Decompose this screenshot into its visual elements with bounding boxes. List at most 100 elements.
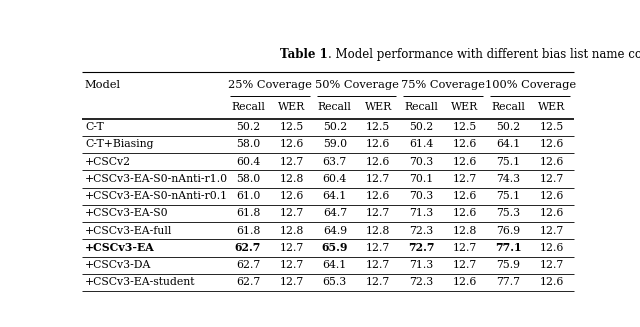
Text: +CSCv3-EA-S0: +CSCv3-EA-S0 bbox=[85, 208, 168, 218]
Text: 70.1: 70.1 bbox=[410, 174, 434, 184]
Text: 12.7: 12.7 bbox=[279, 157, 303, 167]
Text: 12.6: 12.6 bbox=[453, 157, 477, 167]
Text: 12.6: 12.6 bbox=[366, 139, 390, 149]
Text: Recall: Recall bbox=[492, 102, 525, 112]
Text: 12.7: 12.7 bbox=[540, 260, 564, 270]
Text: 12.6: 12.6 bbox=[540, 243, 564, 253]
Text: 12.7: 12.7 bbox=[453, 243, 477, 253]
Text: 12.8: 12.8 bbox=[279, 174, 303, 184]
Text: 12.7: 12.7 bbox=[279, 260, 303, 270]
Text: WER: WER bbox=[365, 102, 392, 112]
Text: 100% Coverage: 100% Coverage bbox=[484, 79, 576, 90]
Text: +CSCv3-EA-student: +CSCv3-EA-student bbox=[85, 277, 195, 287]
Text: 12.5: 12.5 bbox=[453, 122, 477, 132]
Text: 64.1: 64.1 bbox=[323, 260, 347, 270]
Text: 12.6: 12.6 bbox=[453, 191, 477, 201]
Text: 12.5: 12.5 bbox=[366, 122, 390, 132]
Text: 12.7: 12.7 bbox=[366, 243, 390, 253]
Text: Table 1: Table 1 bbox=[280, 48, 328, 61]
Text: WER: WER bbox=[451, 102, 479, 112]
Text: 12.6: 12.6 bbox=[453, 139, 477, 149]
Text: 12.7: 12.7 bbox=[540, 174, 564, 184]
Text: 12.6: 12.6 bbox=[279, 139, 303, 149]
Text: 12.7: 12.7 bbox=[279, 208, 303, 218]
Text: +CSCv3-EA: +CSCv3-EA bbox=[85, 242, 155, 253]
Text: Recall: Recall bbox=[404, 102, 438, 112]
Text: +CSCv3-EA-full: +CSCv3-EA-full bbox=[85, 226, 172, 236]
Text: 12.7: 12.7 bbox=[453, 174, 477, 184]
Text: 50% Coverage: 50% Coverage bbox=[315, 79, 399, 90]
Text: 12.6: 12.6 bbox=[540, 191, 564, 201]
Text: 12.6: 12.6 bbox=[279, 191, 303, 201]
Text: 50.2: 50.2 bbox=[236, 122, 260, 132]
Text: 12.7: 12.7 bbox=[540, 226, 564, 236]
Text: 65.3: 65.3 bbox=[323, 277, 347, 287]
Text: 72.3: 72.3 bbox=[410, 226, 434, 236]
Text: C-T+Biasing: C-T+Biasing bbox=[85, 139, 154, 149]
Text: 12.6: 12.6 bbox=[540, 277, 564, 287]
Text: 60.4: 60.4 bbox=[236, 157, 260, 167]
Text: 64.7: 64.7 bbox=[323, 208, 347, 218]
Text: 12.7: 12.7 bbox=[366, 208, 390, 218]
Text: +CSCv3-EA-S0-nAnti-r1.0: +CSCv3-EA-S0-nAnti-r1.0 bbox=[85, 174, 228, 184]
Text: 12.8: 12.8 bbox=[366, 226, 390, 236]
Text: 58.0: 58.0 bbox=[236, 174, 260, 184]
Text: 12.7: 12.7 bbox=[366, 260, 390, 270]
Text: 75.9: 75.9 bbox=[497, 260, 520, 270]
Text: 77.7: 77.7 bbox=[497, 277, 520, 287]
Text: 50.2: 50.2 bbox=[410, 122, 434, 132]
Text: 72.7: 72.7 bbox=[408, 242, 435, 253]
Text: 12.6: 12.6 bbox=[366, 157, 390, 167]
Text: Recall: Recall bbox=[231, 102, 265, 112]
Text: 75.1: 75.1 bbox=[497, 157, 520, 167]
Text: 12.7: 12.7 bbox=[279, 277, 303, 287]
Text: 12.7: 12.7 bbox=[366, 277, 390, 287]
Text: 12.7: 12.7 bbox=[453, 260, 477, 270]
Text: C-T: C-T bbox=[85, 122, 104, 132]
Text: 75.1: 75.1 bbox=[497, 191, 520, 201]
Text: 12.5: 12.5 bbox=[279, 122, 303, 132]
Text: 64.1: 64.1 bbox=[496, 139, 520, 149]
Text: 12.8: 12.8 bbox=[453, 226, 477, 236]
Text: 50.2: 50.2 bbox=[496, 122, 520, 132]
Text: 61.8: 61.8 bbox=[236, 208, 260, 218]
Text: 61.4: 61.4 bbox=[410, 139, 434, 149]
Text: +CSCv3-DA: +CSCv3-DA bbox=[85, 260, 151, 270]
Text: 71.3: 71.3 bbox=[410, 208, 434, 218]
Text: 75% Coverage: 75% Coverage bbox=[401, 79, 485, 90]
Text: 61.8: 61.8 bbox=[236, 226, 260, 236]
Text: 12.6: 12.6 bbox=[540, 208, 564, 218]
Text: +CSCv3-EA-S0-nAnti-r0.1: +CSCv3-EA-S0-nAnti-r0.1 bbox=[85, 191, 228, 201]
Text: 12.7: 12.7 bbox=[366, 174, 390, 184]
Text: 50.2: 50.2 bbox=[323, 122, 347, 132]
Text: 12.6: 12.6 bbox=[453, 277, 477, 287]
Text: 12.6: 12.6 bbox=[453, 208, 477, 218]
Text: 62.7: 62.7 bbox=[236, 277, 260, 287]
Text: . Model performance with different bias list name coverage: . Model performance with different bias … bbox=[328, 48, 640, 61]
Text: 12.7: 12.7 bbox=[279, 243, 303, 253]
Text: 60.4: 60.4 bbox=[323, 174, 347, 184]
Text: 64.1: 64.1 bbox=[323, 191, 347, 201]
Text: 62.7: 62.7 bbox=[235, 242, 261, 253]
Text: 62.7: 62.7 bbox=[236, 260, 260, 270]
Text: Model: Model bbox=[85, 79, 121, 90]
Text: 12.8: 12.8 bbox=[279, 226, 303, 236]
Text: 59.0: 59.0 bbox=[323, 139, 347, 149]
Text: 12.6: 12.6 bbox=[540, 139, 564, 149]
Text: 71.3: 71.3 bbox=[410, 260, 434, 270]
Text: 70.3: 70.3 bbox=[410, 157, 434, 167]
Text: 65.9: 65.9 bbox=[322, 242, 348, 253]
Text: 70.3: 70.3 bbox=[410, 191, 434, 201]
Text: 12.6: 12.6 bbox=[540, 157, 564, 167]
Text: 72.3: 72.3 bbox=[410, 277, 434, 287]
Text: 25% Coverage: 25% Coverage bbox=[228, 79, 312, 90]
Text: 58.0: 58.0 bbox=[236, 139, 260, 149]
Text: 74.3: 74.3 bbox=[497, 174, 520, 184]
Text: 76.9: 76.9 bbox=[497, 226, 520, 236]
Text: +CSCv2: +CSCv2 bbox=[85, 157, 131, 167]
Text: 12.5: 12.5 bbox=[540, 122, 564, 132]
Text: Recall: Recall bbox=[318, 102, 352, 112]
Text: 64.9: 64.9 bbox=[323, 226, 347, 236]
Text: 75.3: 75.3 bbox=[497, 208, 520, 218]
Text: WER: WER bbox=[538, 102, 566, 112]
